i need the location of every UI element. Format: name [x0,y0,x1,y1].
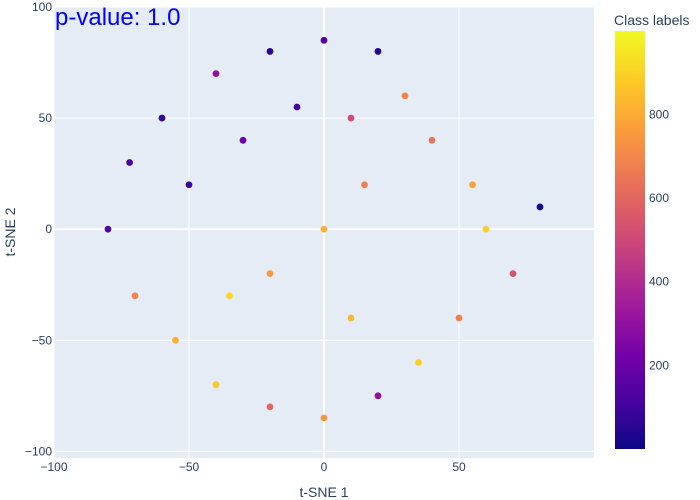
y-tick-label: 50 [39,111,53,125]
colorbar-tick-label: 200 [649,358,669,372]
scatter-point [469,181,476,189]
scatter-point [266,48,274,55]
y-tick-label: 100 [32,0,52,14]
scatter-point [401,92,409,100]
colorbar-title: Class labels [614,12,689,28]
scatter-point [320,414,328,422]
scatter-point [185,181,193,189]
x-tick-label: 0 [321,460,328,474]
scatter-point [428,136,436,144]
y-tick-label: 0 [45,222,52,236]
y-axis-ticks: −100 −50 0 50 100 [25,0,52,458]
colorbar-ticks: 200 400 600 800 [649,107,669,372]
scatter-point [347,114,355,122]
scatter-point [320,225,328,233]
x-tick-label: −50 [179,460,200,474]
x-tick-label: 50 [452,460,466,474]
scatter-point [172,336,179,344]
colorbar-tick-label: 800 [649,107,669,121]
scatter-point [158,114,166,122]
scatter-point [226,292,233,300]
p-value-annotation: p-value: 1.0 [55,4,180,31]
colorbar-tick-label: 600 [649,191,669,205]
scatter-point [212,70,220,78]
x-axis-title: t-SNE 1 [299,484,348,500]
scatter-point [131,292,139,300]
colorbar [615,31,645,449]
scatter-point [482,225,490,233]
scatter-point [536,203,544,211]
scatter-point [126,159,133,166]
scatter-point [509,270,517,278]
y-tick-label: −50 [32,333,53,347]
x-axis-ticks: −100 −50 0 50 [40,460,466,474]
scatter-point [455,314,463,322]
scatter-points [104,36,544,422]
scatter-point [374,48,382,55]
scatter-point [320,36,328,44]
scatter-point [104,225,112,233]
scatter-point [293,103,301,111]
scatter-point [266,270,274,278]
y-tick-label: −100 [25,444,52,458]
scatter-point [347,314,355,322]
colorbar-tick-label: 400 [649,275,669,289]
x-tick-label: −100 [40,460,67,474]
scatter-point [212,381,220,389]
y-axis-title: t-SNE 2 [2,207,18,256]
scatter-point [266,403,274,411]
scatter-point [239,136,247,144]
scatter-point [374,392,382,400]
scatter-point [361,181,368,189]
scatter-point [415,359,422,366]
